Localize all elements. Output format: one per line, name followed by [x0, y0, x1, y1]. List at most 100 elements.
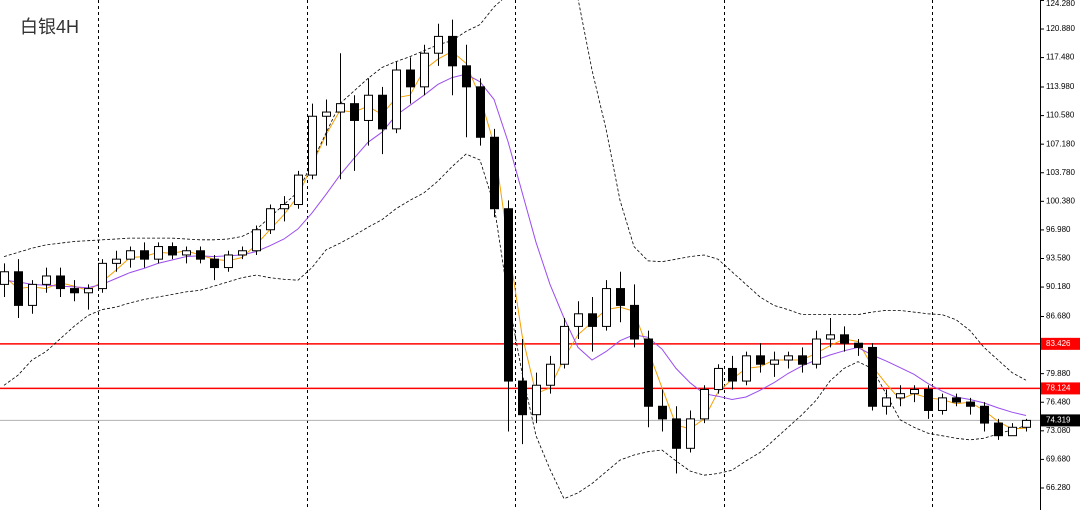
candle-body: [476, 86, 485, 138]
candle-body: [1022, 419, 1031, 428]
candle-body: [532, 384, 541, 416]
candle-body: [868, 346, 877, 407]
candle-body: [798, 355, 807, 365]
candle-body: [896, 393, 905, 399]
candle-body: [854, 342, 863, 348]
moving-average: [3, 73, 1027, 416]
candle-body: [448, 35, 457, 67]
candle-body: [224, 254, 233, 269]
y-tick-label: 107.180: [1046, 139, 1075, 148]
candle-body: [770, 359, 779, 365]
candle-body: [952, 397, 961, 403]
candle-body: [658, 405, 667, 420]
candle-body: [140, 250, 149, 260]
candle-body: [350, 103, 359, 121]
candle-body: [168, 246, 177, 256]
candle-body: [0, 271, 9, 285]
candle-body: [42, 275, 51, 285]
candle-body: [1008, 426, 1017, 437]
bollinger-band: [3, 153, 1027, 500]
current-price-box: [1041, 414, 1080, 427]
candle-body: [714, 367, 723, 390]
candle-body: [546, 363, 555, 386]
candle-body: [574, 313, 583, 327]
candle-body: [322, 111, 331, 117]
candle-body: [126, 250, 135, 260]
candle-body: [756, 355, 765, 365]
y-tick-label: 86.680: [1046, 312, 1071, 321]
candle-body: [882, 397, 891, 407]
level-label-box: [1041, 382, 1080, 395]
candle-body: [182, 250, 191, 256]
y-tick-label: 103.780: [1046, 168, 1075, 177]
y-tick-label: 120.880: [1046, 24, 1075, 33]
candle-body: [924, 388, 933, 411]
candle-body: [154, 246, 163, 260]
candle-body: [98, 262, 107, 290]
y-tick-label: 79.880: [1046, 369, 1071, 378]
time-grid: [98, 0, 933, 510]
candle-body: [378, 94, 387, 130]
candle-body: [14, 271, 23, 306]
candle-body: [784, 355, 793, 361]
candle-body: [490, 136, 499, 210]
y-tick-label: 124.280: [1046, 0, 1075, 8]
candle-body: [518, 380, 527, 416]
candles: [0, 19, 1031, 474]
candle-body: [588, 313, 597, 327]
y-tick-label: 93.580: [1046, 254, 1071, 263]
candle-body: [812, 338, 821, 365]
y-tick-label: 66.280: [1046, 483, 1071, 492]
candle-body: [644, 338, 653, 407]
current-price-label: 74.319: [1046, 416, 1071, 425]
y-tick-label: 69.680: [1046, 455, 1071, 464]
y-tick-label: 100.380: [1046, 196, 1075, 205]
candle-body: [294, 174, 303, 206]
candle-body: [406, 69, 415, 88]
candle-body: [112, 258, 121, 264]
candle-body: [742, 355, 751, 382]
y-tick-label: 73.080: [1046, 426, 1071, 435]
candle-body: [238, 250, 247, 256]
level-label-box: [1041, 337, 1080, 350]
y-tick-label: 90.180: [1046, 282, 1071, 291]
y-tick-label: 113.980: [1046, 82, 1075, 91]
y-tick-label: 76.480: [1046, 397, 1071, 406]
candle-body: [420, 52, 429, 88]
level-label: 78.124: [1046, 384, 1071, 393]
candle-body: [966, 401, 975, 407]
candle-body: [266, 208, 275, 231]
y-tick-label: 96.980: [1046, 225, 1071, 234]
candle-body: [980, 405, 989, 424]
candle-body: [56, 275, 65, 290]
bollinger-band: [3, 0, 1027, 381]
chart-title: 白银4H: [20, 17, 79, 37]
candle-body: [210, 258, 219, 269]
candle-body: [840, 334, 849, 344]
candle-body: [308, 115, 317, 176]
candle-body: [602, 288, 611, 327]
candle-body: [700, 388, 709, 420]
y-tick-label: 117.480: [1046, 53, 1075, 62]
candle-body: [196, 250, 205, 260]
candle-body: [70, 288, 79, 294]
candle-body: [826, 334, 835, 340]
candle-body: [504, 208, 513, 382]
candle-body: [364, 94, 373, 121]
candle-body: [336, 103, 345, 113]
y-tick-label: 110.580: [1046, 111, 1075, 120]
candle-body: [938, 397, 947, 411]
candle-body: [616, 288, 625, 306]
candle-body: [28, 283, 37, 306]
candle-body: [560, 325, 569, 365]
candle-body: [910, 388, 919, 395]
candle-body: [252, 229, 261, 252]
candle-body: [686, 418, 695, 449]
candle-body: [84, 288, 93, 294]
candle-body: [462, 65, 471, 88]
candle-body: [672, 418, 681, 449]
candle-body: [280, 204, 289, 210]
level-label: 83.426: [1046, 339, 1071, 348]
candle-body: [630, 304, 639, 340]
